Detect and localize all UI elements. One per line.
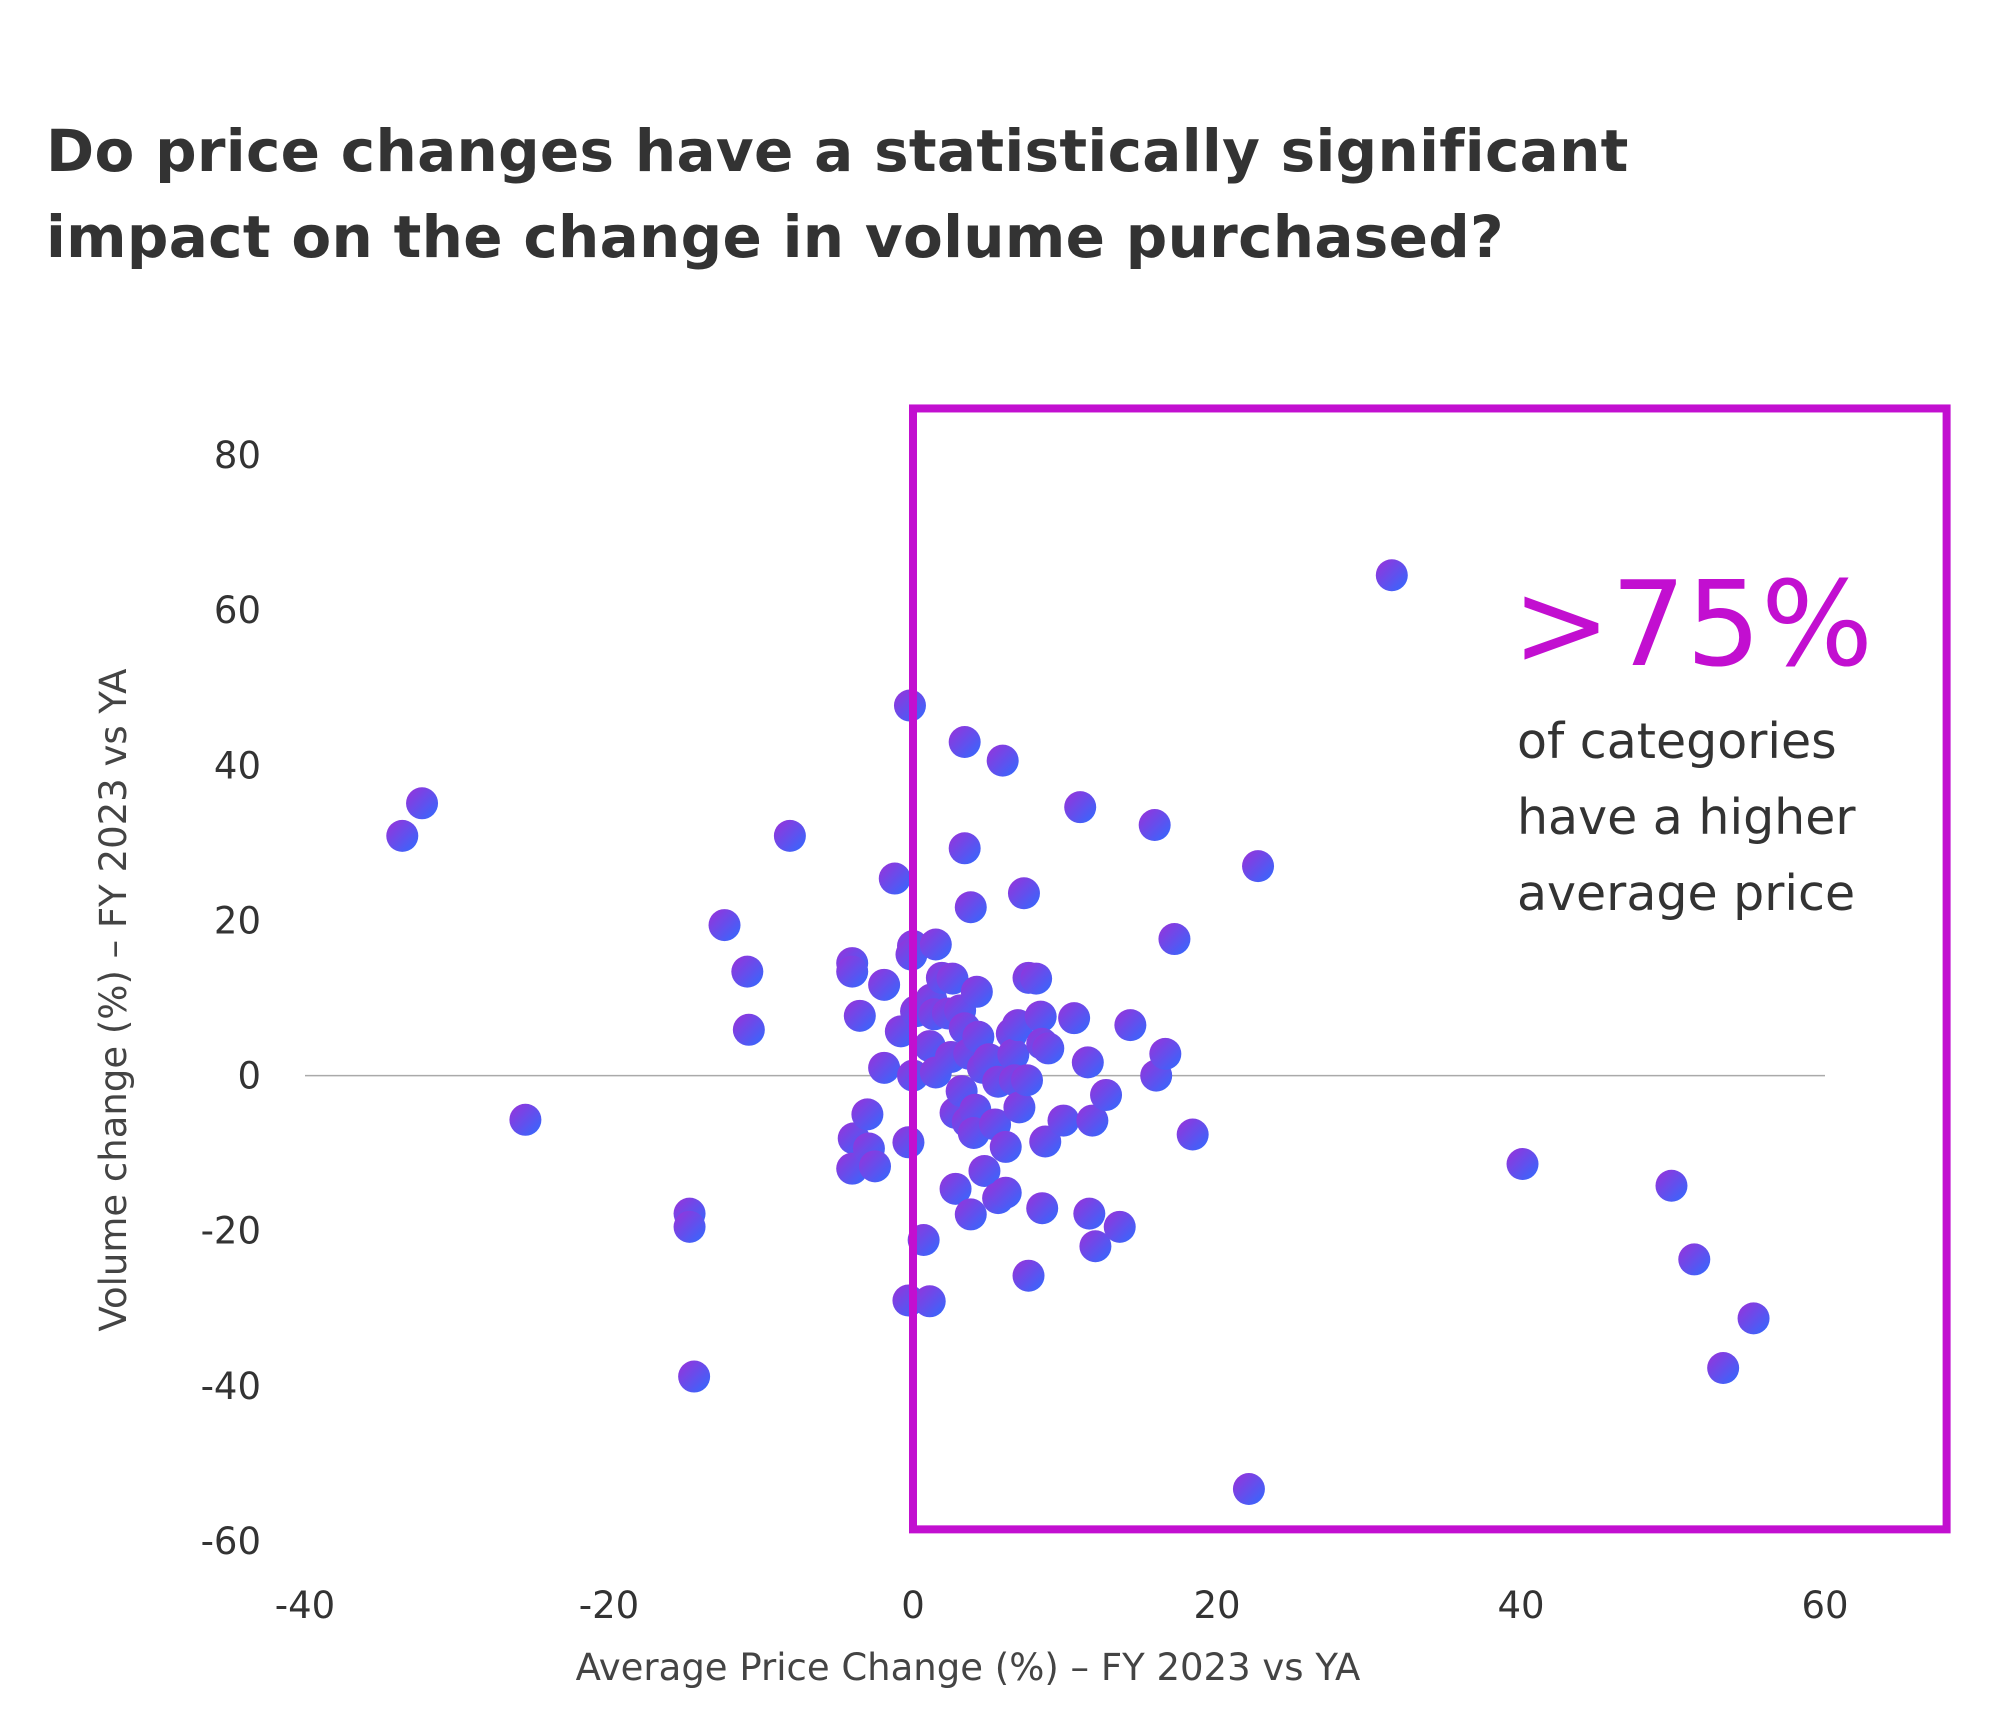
data-point bbox=[1138, 809, 1171, 842]
data-point bbox=[1026, 1192, 1059, 1225]
data-point bbox=[843, 999, 876, 1032]
data-points bbox=[386, 559, 1770, 1506]
data-point bbox=[1655, 1169, 1688, 1202]
data-point bbox=[919, 928, 952, 961]
y-tick-label: 20 bbox=[214, 899, 261, 942]
data-point bbox=[1047, 1104, 1080, 1137]
y-tick-label: 80 bbox=[214, 434, 261, 477]
data-point bbox=[678, 1360, 711, 1393]
data-point bbox=[1058, 1002, 1091, 1035]
data-point bbox=[1003, 1091, 1036, 1124]
highlight-box bbox=[909, 404, 1951, 1534]
data-point bbox=[1678, 1243, 1711, 1276]
callout-line-1: of categories bbox=[1517, 713, 1837, 770]
x-tick-label: -20 bbox=[579, 1584, 639, 1627]
y-axis-ticks: 80 60 40 20 0 -20 -40 -60 bbox=[201, 434, 261, 1563]
data-point bbox=[1242, 850, 1275, 883]
data-point bbox=[954, 1198, 987, 1231]
data-point bbox=[954, 891, 987, 924]
data-point bbox=[1071, 1046, 1104, 1079]
data-point bbox=[989, 1130, 1022, 1163]
data-point bbox=[948, 832, 981, 865]
data-point bbox=[868, 968, 901, 1001]
data-point bbox=[509, 1103, 542, 1136]
data-point bbox=[1076, 1104, 1109, 1137]
x-tick-label: 0 bbox=[901, 1584, 925, 1627]
data-point bbox=[968, 1154, 1001, 1187]
chart-title-line-1: Do price changes have a statistically si… bbox=[46, 117, 1629, 185]
data-point bbox=[989, 1176, 1022, 1209]
data-point bbox=[1079, 1230, 1112, 1263]
y-axis-label: Volume change (%) – FY 2023 vs YA bbox=[92, 669, 135, 1332]
data-point bbox=[732, 1013, 765, 1046]
x-tick-label: 60 bbox=[1801, 1584, 1848, 1627]
data-point bbox=[1064, 791, 1097, 824]
data-point bbox=[851, 1098, 884, 1131]
data-point bbox=[836, 955, 869, 988]
y-tick-label: 0 bbox=[237, 1055, 261, 1098]
data-point bbox=[1029, 1125, 1062, 1158]
data-point bbox=[1176, 1118, 1209, 1151]
data-point bbox=[673, 1210, 706, 1243]
data-point bbox=[1032, 1032, 1065, 1065]
data-point bbox=[1012, 1259, 1045, 1292]
data-point bbox=[406, 787, 439, 820]
data-point bbox=[773, 819, 806, 852]
data-point bbox=[1375, 559, 1408, 592]
x-tick-label: 40 bbox=[1497, 1584, 1544, 1627]
data-point bbox=[1024, 1000, 1057, 1033]
data-point bbox=[708, 909, 741, 942]
data-point bbox=[1232, 1473, 1265, 1506]
callout-line-3: average price bbox=[1517, 865, 1855, 922]
callout-line-2: have a higher bbox=[1517, 789, 1856, 846]
data-point bbox=[997, 1038, 1030, 1071]
data-point bbox=[1114, 1009, 1147, 1042]
data-point bbox=[1707, 1352, 1740, 1385]
data-point bbox=[1737, 1302, 1770, 1335]
x-axis-ticks: -40 -20 0 20 40 60 bbox=[275, 1584, 1849, 1627]
data-point bbox=[913, 1285, 946, 1318]
data-point bbox=[960, 975, 993, 1008]
callout-value: >75% bbox=[1512, 555, 1873, 693]
data-point bbox=[1073, 1197, 1106, 1230]
data-point bbox=[936, 962, 969, 995]
x-tick-label: -40 bbox=[275, 1584, 335, 1627]
data-point bbox=[731, 955, 764, 988]
data-point bbox=[1506, 1148, 1539, 1181]
x-tick-label: 20 bbox=[1193, 1584, 1240, 1627]
data-point bbox=[1020, 962, 1053, 995]
data-point bbox=[948, 726, 981, 759]
data-point bbox=[1011, 1064, 1043, 1097]
chart-title-line-2: impact on the change in volume purchased… bbox=[46, 203, 1504, 271]
y-tick-label: -40 bbox=[201, 1365, 261, 1408]
data-point bbox=[1007, 877, 1040, 910]
data-point bbox=[1090, 1078, 1123, 1111]
y-tick-label: -20 bbox=[201, 1210, 261, 1253]
data-point bbox=[878, 862, 911, 895]
data-point bbox=[859, 1150, 891, 1183]
data-point bbox=[986, 744, 1019, 777]
data-point bbox=[1149, 1037, 1182, 1070]
data-point bbox=[1158, 923, 1191, 956]
data-point bbox=[939, 1172, 972, 1205]
y-tick-label: -60 bbox=[201, 1520, 261, 1563]
data-point bbox=[892, 1126, 925, 1159]
data-point bbox=[868, 1051, 901, 1084]
chart-title: Do price changes have a statistically si… bbox=[46, 108, 1946, 280]
y-tick-label: 60 bbox=[214, 589, 261, 632]
y-tick-label: 40 bbox=[214, 744, 261, 787]
data-point bbox=[1103, 1210, 1136, 1243]
x-axis-label: Average Price Change (%) – FY 2023 vs YA bbox=[576, 1646, 1361, 1689]
data-point bbox=[386, 819, 419, 852]
